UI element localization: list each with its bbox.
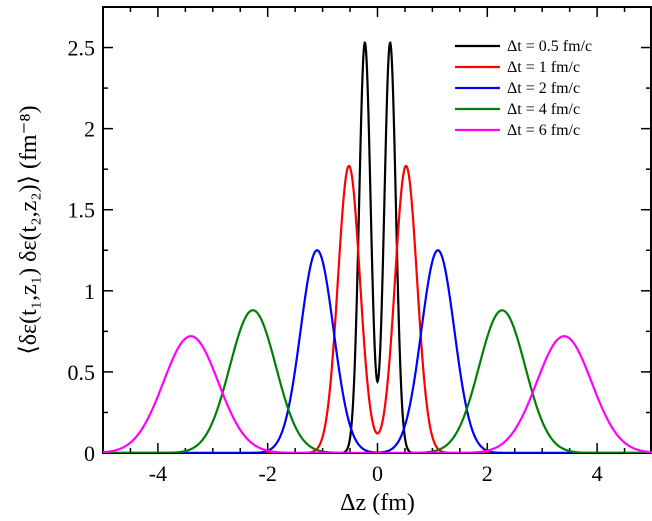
y-tick-label: 0.5	[68, 360, 96, 385]
x-axis-title: Δz (fm)	[340, 490, 415, 516]
legend-label-4: Δt = 6 fm/c	[507, 122, 580, 139]
legend-label-1: Δt = 1 fm/c	[507, 59, 580, 76]
legend-label-0: Δt = 0.5 fm/c	[507, 38, 592, 55]
y-tick-label: 2	[84, 117, 95, 142]
x-tick-label: 2	[482, 461, 493, 486]
x-tick-label: 0	[372, 461, 383, 486]
y-tick-label: 2.5	[68, 36, 96, 61]
series-line-4	[103, 335, 652, 453]
y-axis-title: ⟨δε(t₁,z₁) δε(t₂,z₂)⟩ (fm⁻⁸)	[16, 105, 42, 354]
y-tick-label: 1	[84, 279, 95, 304]
x-tick-label: 4	[592, 461, 603, 486]
x-tick-label: -4	[149, 461, 167, 486]
series-line-2	[103, 249, 652, 453]
series-line-0	[103, 41, 652, 453]
x-tick-label: -2	[259, 461, 277, 486]
legend: Δt = 0.5 fm/c Δt = 1 fm/c Δt = 2 fm/c Δt = …	[455, 38, 592, 139]
y-tick-label: 0	[84, 441, 95, 466]
y-tick-label: 1.5	[68, 198, 96, 223]
x-axis: -4 -2 0 2 4	[102, 7, 652, 486]
series-line-1	[103, 164, 652, 453]
legend-label-2: Δt = 2 fm/c	[507, 80, 580, 97]
series-line-3	[103, 309, 652, 453]
y-axis: 0 0.5 1 1.5 2 2.5	[68, 6, 651, 466]
legend-label-3: Δt = 4 fm/c	[507, 101, 580, 118]
series-group	[103, 41, 652, 453]
